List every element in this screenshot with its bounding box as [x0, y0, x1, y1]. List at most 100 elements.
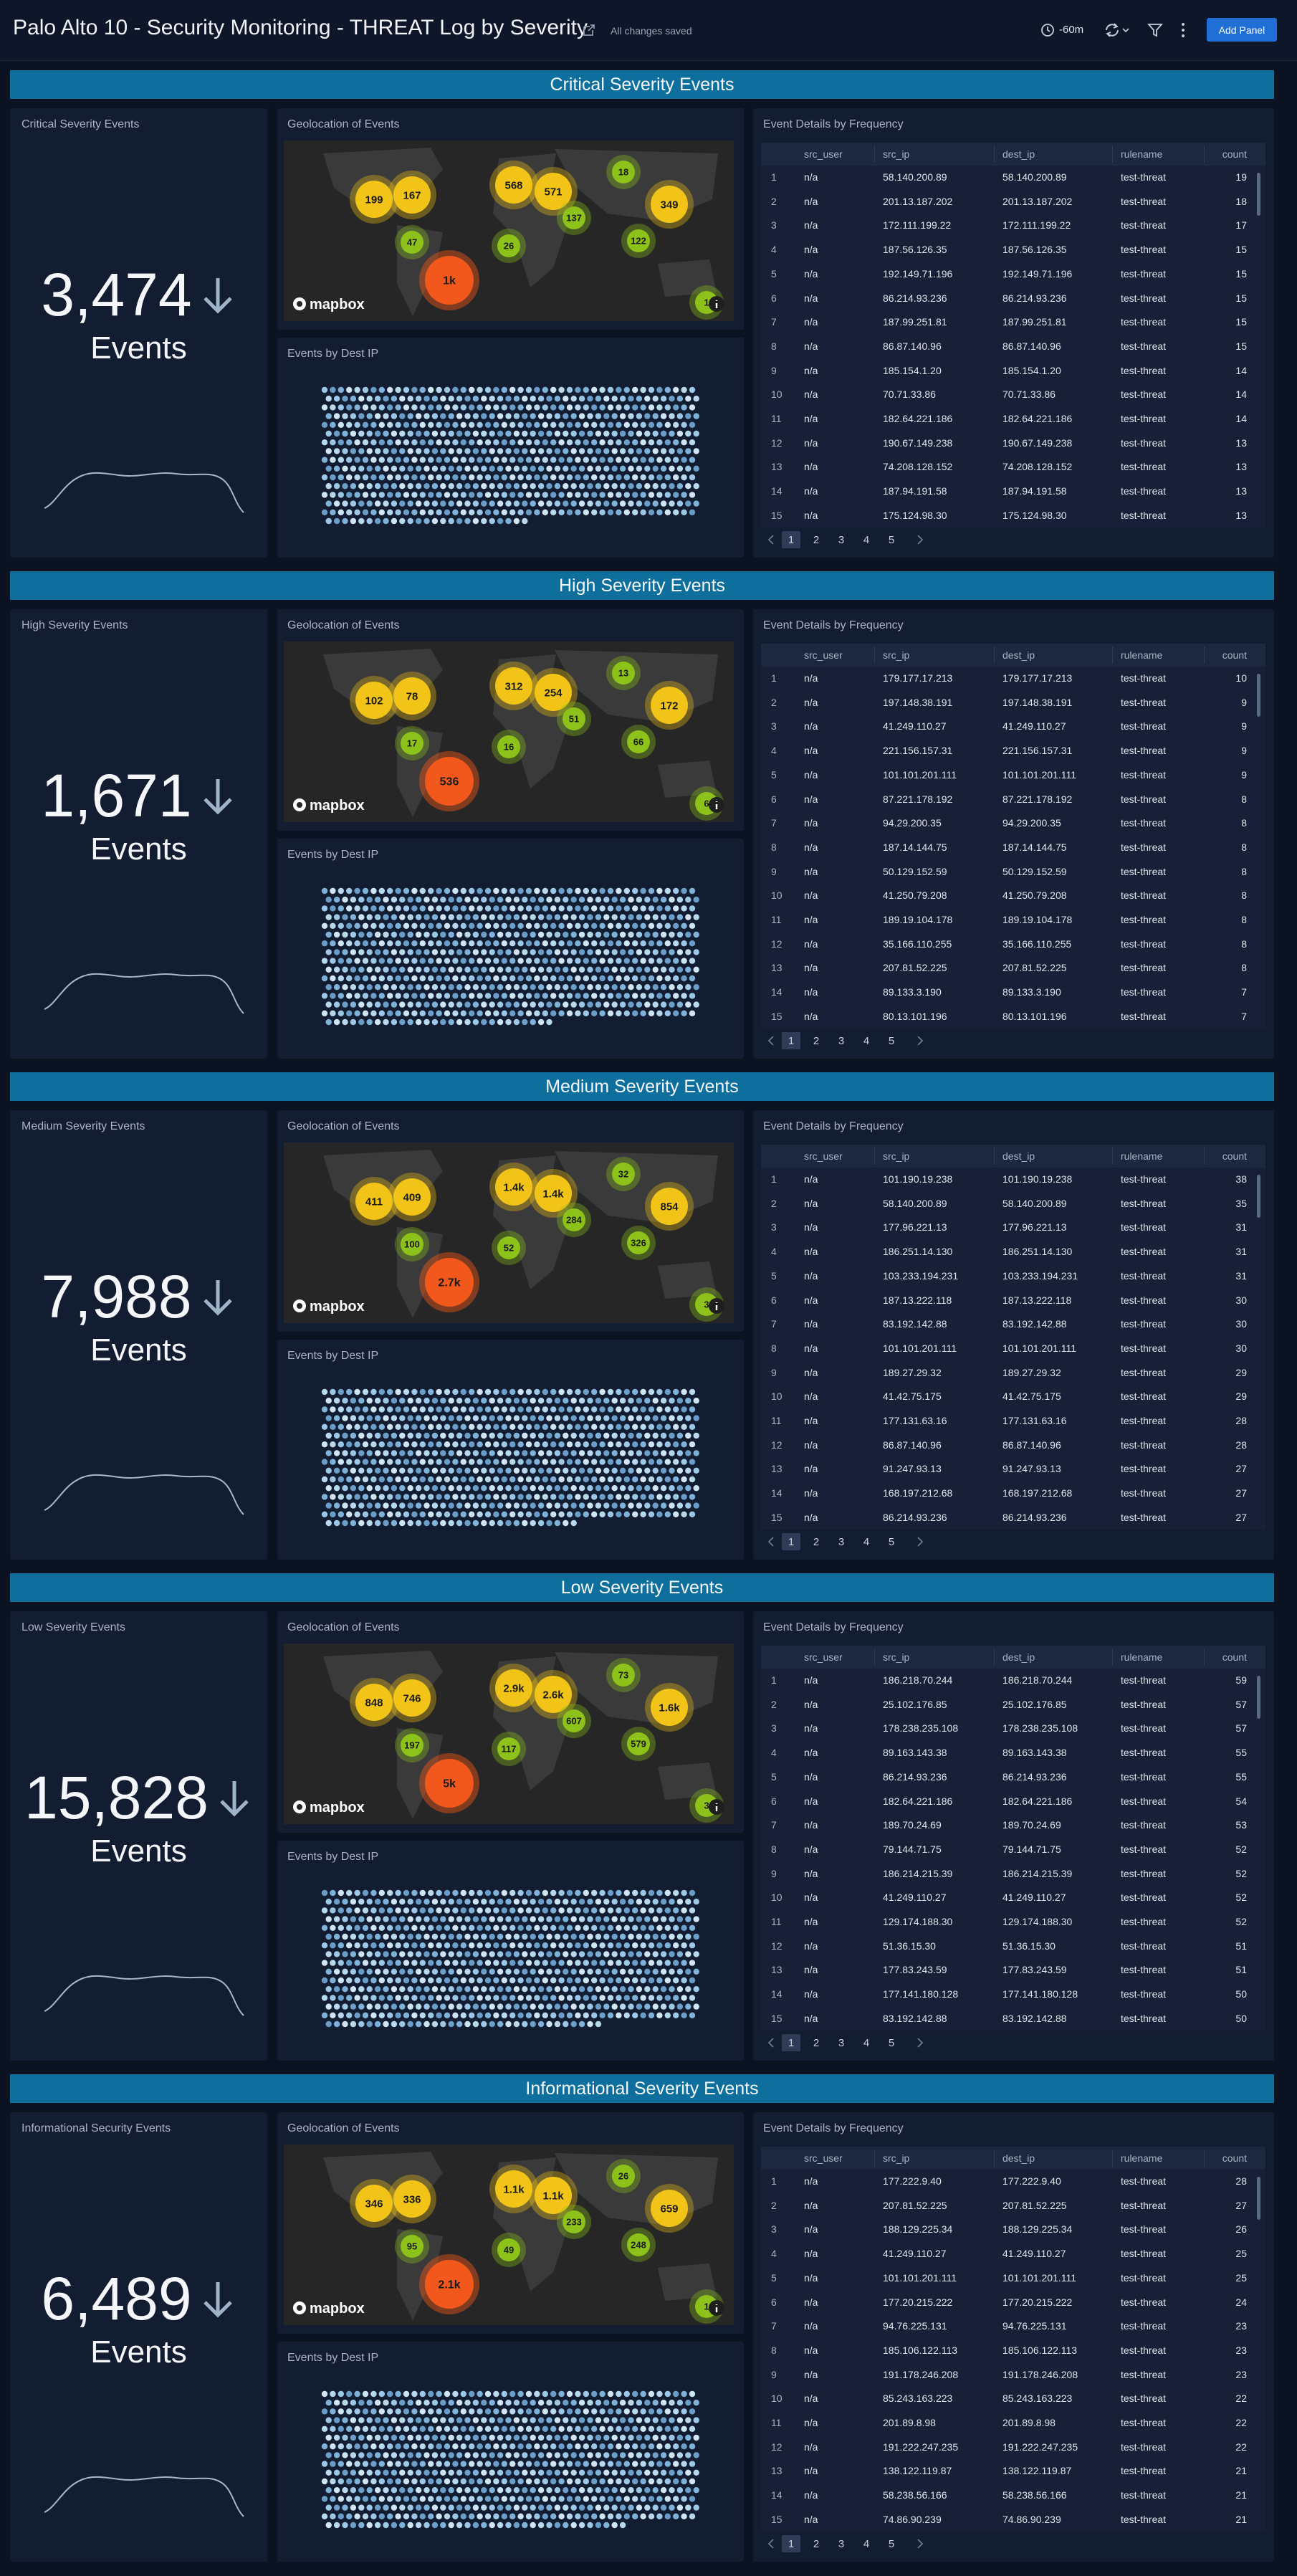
page-number[interactable]: 1 — [782, 2535, 800, 2552]
honeycomb-cell — [534, 1977, 540, 1984]
honeycomb-cell — [632, 421, 638, 428]
page-number[interactable]: 3 — [838, 2036, 845, 2049]
honeycomb-cell — [460, 1889, 466, 1897]
page-number[interactable]: 1 — [782, 2034, 800, 2051]
page-number[interactable]: 5 — [888, 533, 895, 546]
page-number[interactable]: 2 — [813, 2036, 820, 2049]
page-number[interactable]: 1 — [782, 1533, 800, 1550]
honeycomb-cell — [399, 931, 406, 938]
table-cell: 94.76.225.131 — [883, 2320, 947, 2332]
honeycomb-cell — [628, 2504, 634, 2511]
honeycomb-cell — [575, 2012, 581, 2018]
honeycomb-cell — [391, 1398, 398, 1404]
honeycomb-cell — [652, 1502, 659, 1509]
honeycomb-cell — [431, 1520, 439, 1527]
honeycomb-cell — [366, 413, 373, 419]
page-number[interactable]: 4 — [863, 2537, 870, 2550]
honeycomb-cell — [575, 2425, 581, 2432]
honeycomb-cell — [664, 2496, 671, 2502]
page-number[interactable]: 4 — [863, 533, 870, 546]
honeycomb-cell — [358, 1415, 365, 1421]
table-cell: 55 — [1235, 1747, 1247, 1759]
honeycomb-cell — [321, 386, 328, 393]
page-number[interactable]: 5 — [888, 1535, 895, 1548]
more-icon[interactable] — [1179, 22, 1187, 39]
page-number[interactable]: 2 — [813, 1535, 820, 1548]
honeycomb-cell — [346, 1494, 353, 1500]
table-cell: 13 — [1235, 485, 1247, 497]
honeycomb-cell — [522, 413, 528, 419]
page-number[interactable]: 3 — [838, 1535, 845, 1548]
next-page[interactable] — [912, 1535, 927, 1549]
page-number[interactable]: 4 — [863, 1034, 870, 1047]
next-page[interactable] — [912, 1034, 927, 1048]
prev-page[interactable] — [765, 1535, 779, 1549]
honeycomb-cell — [530, 931, 536, 938]
honeycomb-cell — [652, 1450, 659, 1456]
honeycomb-cell — [517, 1010, 524, 1016]
page-number[interactable]: 1 — [782, 531, 800, 548]
clock-icon[interactable] — [1040, 23, 1055, 37]
honeycomb-cell — [387, 421, 393, 428]
next-page[interactable] — [912, 2537, 927, 2551]
refresh-icon[interactable] — [1104, 22, 1132, 39]
page-number[interactable]: 3 — [838, 2537, 845, 2550]
next-page[interactable] — [912, 533, 927, 547]
page-number[interactable]: 2 — [813, 533, 820, 546]
honeycomb-cell — [354, 1476, 360, 1483]
honeycomb-cell — [587, 984, 593, 991]
honeycomb-cell — [563, 2522, 569, 2529]
honeycomb-cell — [431, 1951, 439, 1957]
page-number[interactable]: 5 — [888, 2036, 895, 2049]
prev-page[interactable] — [765, 2537, 779, 2551]
honeycomb-cell — [632, 1441, 638, 1448]
honeycomb-cell — [509, 940, 516, 947]
page-number[interactable]: 2 — [813, 2537, 820, 2550]
honeycomb-cell — [407, 500, 413, 507]
page-number[interactable]: 4 — [863, 2036, 870, 2049]
honeycomb-cell — [366, 1986, 373, 1993]
page-number[interactable]: 3 — [838, 1034, 845, 1047]
honeycomb-cell — [448, 2003, 454, 2010]
honeycomb-cell — [603, 1450, 610, 1456]
column-header: rulename — [1121, 2152, 1163, 2164]
honeycomb-cell — [644, 396, 651, 402]
honeycomb-cell — [395, 2513, 401, 2519]
page-number[interactable]: 1 — [782, 1032, 800, 1049]
page-number[interactable]: 2 — [813, 1034, 820, 1047]
row-index: 2 — [771, 1197, 777, 1209]
table-cell: n/a — [804, 1795, 818, 1807]
honeycomb-cell — [595, 2417, 602, 2423]
honeycomb-cell — [358, 483, 365, 490]
add-panel-button[interactable]: Add Panel — [1207, 18, 1277, 42]
honeycomb-cell — [477, 1494, 483, 1500]
table-cell: test-threat — [1121, 388, 1167, 401]
honeycomb-cell — [395, 958, 401, 964]
filter-icon[interactable] — [1147, 22, 1163, 38]
page-number[interactable]: 4 — [863, 1535, 870, 1548]
honeycomb-cell — [383, 1450, 389, 1456]
next-page[interactable] — [912, 2036, 927, 2050]
page-number[interactable]: 3 — [838, 533, 845, 546]
honeycomb-cell — [669, 2487, 675, 2494]
prev-page[interactable] — [765, 2036, 779, 2050]
honeycomb-cell — [431, 1398, 439, 1404]
honeycomb-cell — [652, 2003, 659, 2010]
honeycomb-cell — [505, 1520, 512, 1527]
honeycomb-cell — [546, 448, 552, 454]
time-range[interactable]: -60m — [1059, 24, 1084, 36]
page-number[interactable]: 5 — [888, 1034, 895, 1047]
prev-page[interactable] — [765, 533, 779, 547]
honeycomb-cell — [513, 966, 520, 973]
honeycomb-cell — [395, 2478, 401, 2485]
honeycomb-cell — [415, 517, 422, 525]
page-number[interactable]: 5 — [888, 2537, 895, 2550]
honeycomb-cell — [407, 949, 413, 955]
edit-icon[interactable] — [582, 23, 596, 37]
prev-page[interactable] — [765, 1034, 779, 1048]
